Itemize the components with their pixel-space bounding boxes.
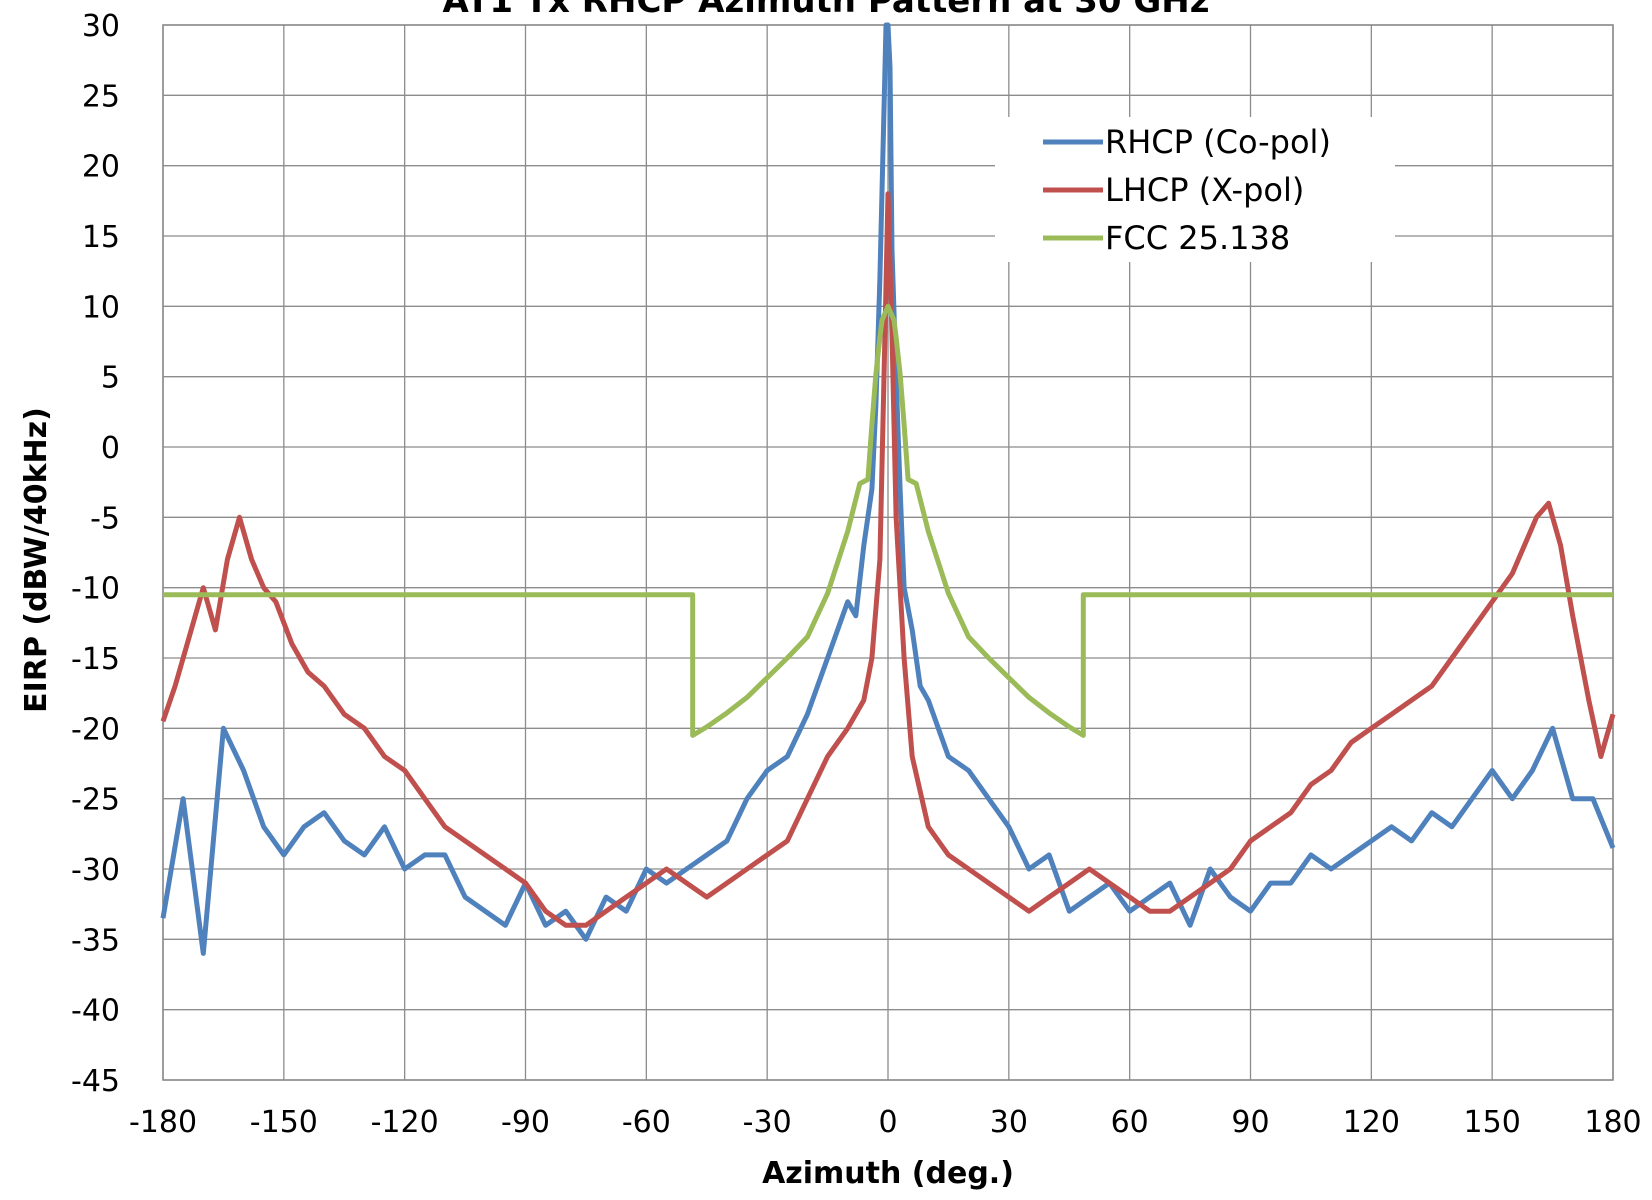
y-tick-label: -25 xyxy=(71,783,120,818)
x-tick-label: -60 xyxy=(622,1105,671,1140)
y-tick-label: -15 xyxy=(71,642,120,677)
x-tick-label: -150 xyxy=(250,1105,318,1140)
y-tick-label: -30 xyxy=(71,853,120,888)
y-tick-label: 20 xyxy=(82,150,120,185)
x-tick-label: 0 xyxy=(878,1105,897,1140)
x-tick-labels: -180 -150 -120 -90 -60 -30 0 30 60 90 120 150 180 xyxy=(129,1105,1642,1140)
y-tick-label: -35 xyxy=(71,923,120,958)
y-tick-label: 5 xyxy=(101,361,120,396)
legend: RHCP (Co-pol) LHCP (X-pol) FCC 25.138 xyxy=(995,117,1395,262)
y-tick-label: -20 xyxy=(71,712,120,747)
x-tick-label: 90 xyxy=(1231,1105,1269,1140)
x-tick-label: -120 xyxy=(371,1105,439,1140)
x-tick-label: 30 xyxy=(990,1105,1028,1140)
x-tick-label: -30 xyxy=(743,1105,792,1140)
x-tick-label: 120 xyxy=(1343,1105,1400,1140)
legend-label-2: FCC 25.138 xyxy=(1105,219,1290,257)
y-tick-label: 10 xyxy=(82,290,120,325)
legend-label-1: LHCP (X-pol) xyxy=(1105,171,1304,209)
legend-label-0: RHCP (Co-pol) xyxy=(1105,123,1331,161)
y-tick-label: 30 xyxy=(82,9,120,44)
chart-title: AT1 Tx RHCP Azimuth Pattern at 30 GHz xyxy=(442,0,1209,21)
y-tick-label: -45 xyxy=(71,1064,120,1099)
x-tick-label: -90 xyxy=(501,1105,550,1140)
legend-items: RHCP (Co-pol) LHCP (X-pol) FCC 25.138 xyxy=(1043,123,1331,257)
x-tick-label: 60 xyxy=(1111,1105,1149,1140)
y-tick-label: -10 xyxy=(71,572,120,607)
x-tick-label: 180 xyxy=(1584,1105,1641,1140)
y-tick-label: -5 xyxy=(90,501,120,536)
x-axis-title: Azimuth (deg.) xyxy=(762,1156,1014,1191)
grid xyxy=(162,24,1614,1081)
series-layer xyxy=(160,22,1616,956)
y-axis-title: EIRP (dBW/40kHz) xyxy=(19,407,54,713)
y-tick-label: -40 xyxy=(71,994,120,1029)
y-tick-label: 25 xyxy=(82,79,120,114)
y-tick-label: 0 xyxy=(101,431,120,466)
x-tick-label: 150 xyxy=(1464,1105,1521,1140)
series-line-1 xyxy=(160,191,1616,928)
series-line-0 xyxy=(160,22,1616,956)
x-tick-label: -180 xyxy=(129,1105,197,1140)
y-tick-labels: 30 25 20 15 10 5 0 -5 -10 -15 -20 -25 -30 -35 -40 -45 xyxy=(71,9,120,1099)
series-line-2 xyxy=(163,303,1613,738)
y-tick-label: 15 xyxy=(82,220,120,255)
